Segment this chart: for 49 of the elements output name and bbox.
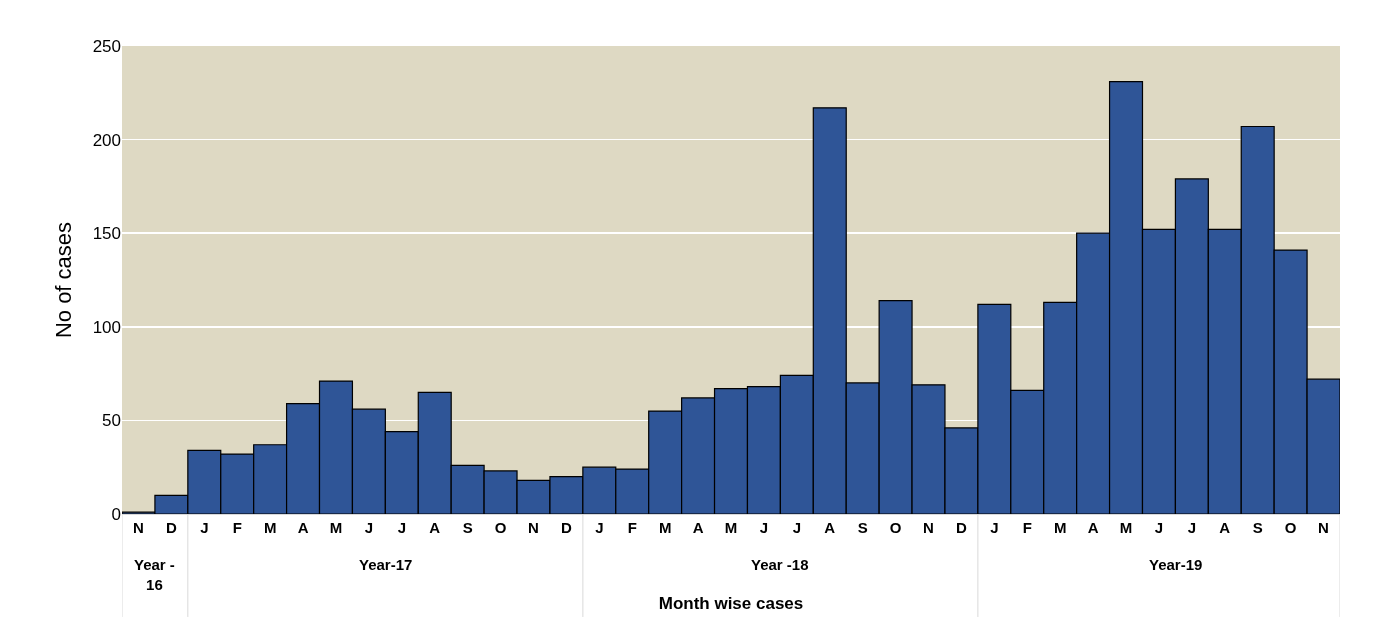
- x-tick-label: A: [824, 519, 836, 536]
- y-tick-label: 0: [111, 504, 121, 524]
- x-tick-label: J: [200, 519, 209, 536]
- x-tick-label: N: [1318, 519, 1329, 536]
- x-tick-label: F: [1022, 519, 1032, 536]
- text: Year-19: [1149, 556, 1203, 573]
- x-tick-label: N: [923, 519, 934, 536]
- x-tick-label: A: [692, 519, 704, 536]
- x-tick-label: N: [133, 519, 144, 536]
- x-tick-label: A: [1219, 519, 1231, 536]
- x-tick-label: J: [1154, 519, 1164, 536]
- y-axis-title: No of cases: [51, 221, 77, 339]
- x-tick-label: M: [1053, 519, 1067, 536]
- x-axis-title: Month wise cases: [658, 594, 804, 614]
- x-tick-label: J: [759, 519, 769, 536]
- x-tick-label: J: [364, 519, 374, 536]
- y-tick-label: 50: [102, 411, 121, 431]
- text: Year-17: [359, 556, 413, 573]
- x-tick-label: D: [165, 519, 177, 536]
- x-tick-label: J: [990, 519, 999, 536]
- x-tick-label: M: [658, 519, 672, 536]
- text: Year - 16: [134, 556, 175, 593]
- x-tick-label: O: [889, 519, 902, 536]
- x-tick-label: S: [462, 519, 473, 536]
- x-tick-label: S: [1252, 519, 1263, 536]
- x-tick-label: D: [956, 519, 968, 536]
- x-tick-label: A: [429, 519, 441, 536]
- x-tick-label: M: [724, 519, 738, 536]
- x-tick-label: J: [1187, 519, 1197, 536]
- x-tick-label: D: [560, 519, 572, 536]
- x-tick-label: S: [857, 519, 868, 536]
- x-tick-label: N: [528, 519, 539, 536]
- x-tick-label: F: [627, 519, 637, 536]
- x-tick-label: F: [232, 519, 242, 536]
- x-tick-label: M: [329, 519, 343, 536]
- text: Year -18: [751, 556, 809, 573]
- y-tick-label: 200: [92, 130, 121, 150]
- x-tick-label: A: [1087, 519, 1099, 536]
- y-tick-label: 150: [92, 224, 121, 244]
- x-tick-label: J: [792, 519, 802, 536]
- x-tick-label: M: [1119, 519, 1133, 536]
- x-tick-label: J: [595, 519, 604, 536]
- x-tick-label: O: [494, 519, 507, 536]
- x-tick-label: A: [297, 519, 309, 536]
- x-tick-label: O: [1284, 519, 1297, 536]
- x-tick-label: J: [397, 519, 406, 536]
- y-tick-label: 250: [92, 36, 121, 56]
- y-tick-label: 100: [92, 317, 121, 337]
- x-tick-label: M: [263, 519, 277, 536]
